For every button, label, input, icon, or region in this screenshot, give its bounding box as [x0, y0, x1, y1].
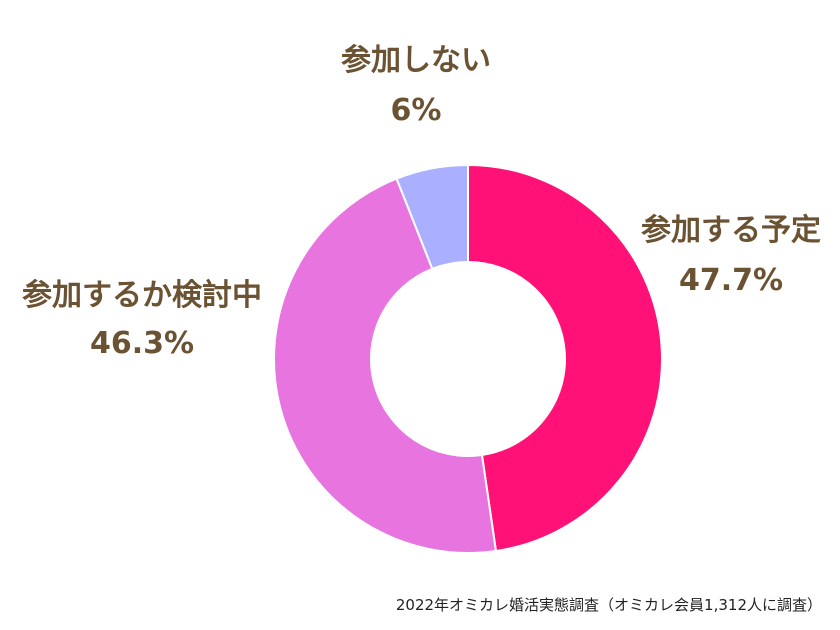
- slice-label-1: 参加する予定: [641, 213, 821, 248]
- slice-label-3: 参加しない: [341, 43, 491, 78]
- pie-slice-1: [467, 163, 663, 553]
- slice-value-2: 46.3%: [90, 326, 194, 361]
- slice-label-2: 参加するか検討中: [22, 278, 262, 313]
- source-note: 2022年オミカレ婚活実態調査（オミカレ会員1,312人に調査）: [395, 596, 822, 614]
- pie-slice-3: [395, 163, 469, 271]
- slice-value-1: 47.7%: [679, 263, 783, 298]
- donut-hole: [372, 263, 564, 455]
- slice-value-3: 6%: [391, 93, 442, 128]
- pie-slice-2: [273, 177, 498, 554]
